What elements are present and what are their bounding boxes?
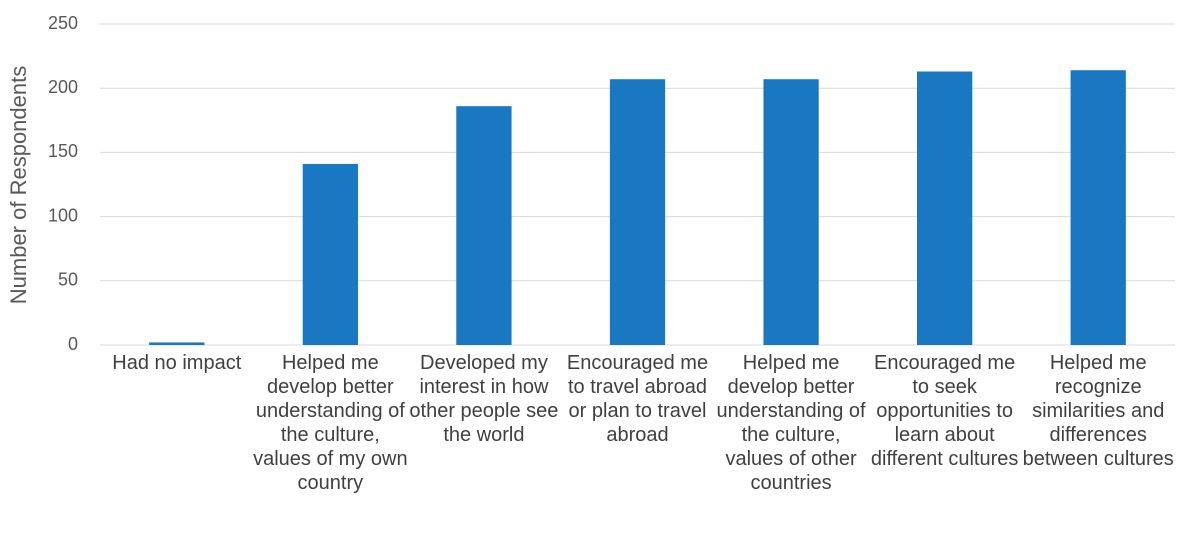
bar — [456, 106, 512, 346]
x-tick-label: Helped me recognize similarities and dif… — [1022, 352, 1174, 470]
y-tick-label: 100 — [48, 205, 78, 225]
y-axis-label: Number of Respondents — [6, 66, 31, 304]
y-tick-label: 250 — [48, 13, 78, 33]
x-tick-label: Developed my interest in how other peopl… — [409, 352, 559, 446]
y-tick-label: 150 — [48, 141, 78, 161]
y-tick-label: 200 — [48, 77, 78, 97]
bar — [1070, 70, 1126, 345]
x-tick-label: Encouraged me to travel abroad or plan t… — [566, 352, 709, 446]
x-tick-label: Had no impact — [112, 352, 242, 374]
x-tick-label: Helped me develop better understanding o… — [253, 352, 408, 494]
bar — [302, 163, 358, 345]
y-tick-label: 0 — [68, 334, 78, 354]
bar — [917, 71, 973, 346]
bar — [763, 79, 819, 345]
bar — [609, 79, 666, 345]
y-tick-label: 50 — [58, 270, 78, 290]
x-tick-label: Encouraged me to seek opportunities to l… — [870, 352, 1019, 470]
x-tick-label: Helped me develop better understanding o… — [716, 352, 866, 494]
bar — [149, 342, 205, 345]
